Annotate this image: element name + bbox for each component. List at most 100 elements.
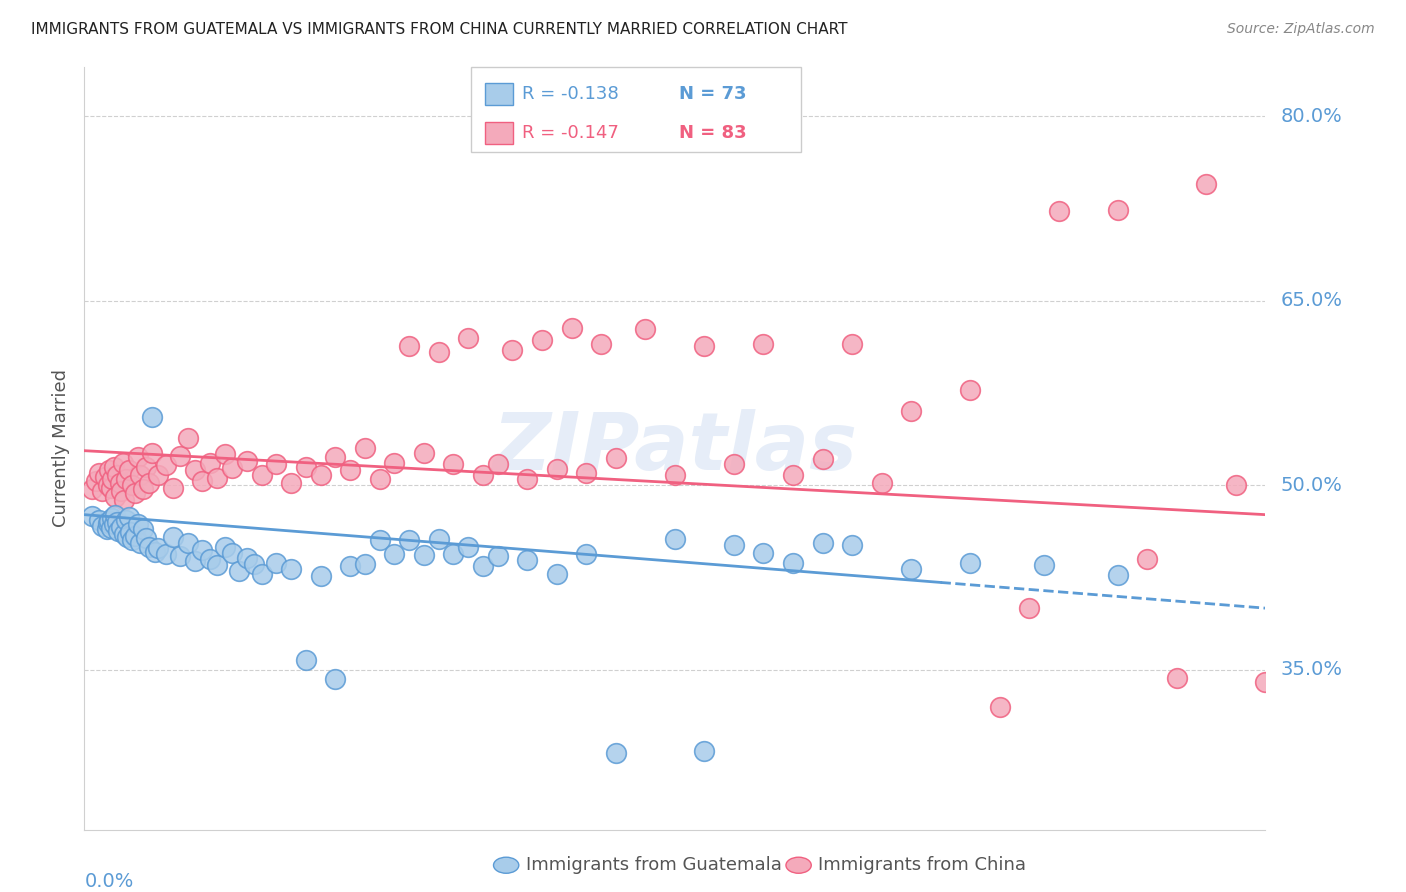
Point (250, 566, 273, 581)
Point (398, 339, 420, 353)
Point (118, 463, 141, 477)
Point (121, 533, 143, 548)
Point (110, 484, 132, 499)
Point (325, 673, 347, 687)
Point (398, 533, 420, 548)
Point (184, 554, 207, 568)
Point (309, 569, 332, 583)
Point (118, 510, 141, 524)
Point (472, 559, 495, 574)
Point (266, 556, 288, 570)
Text: Source: ZipAtlas.com: Source: ZipAtlas.com (1227, 22, 1375, 37)
Point (339, 559, 361, 574)
Point (96, 523, 118, 537)
Point (561, 320, 583, 334)
Point (104, 491, 127, 505)
Text: 0.0%: 0.0% (84, 871, 134, 890)
Point (693, 339, 716, 353)
Point (605, 746, 627, 760)
Point (413, 446, 436, 460)
Text: N = 73: N = 73 (679, 85, 747, 103)
Point (129, 468, 152, 483)
Point (575, 466, 598, 480)
Point (98, 514, 121, 528)
Point (191, 475, 214, 489)
Point (127, 450, 149, 464)
Point (325, 450, 347, 464)
Point (105, 515, 128, 529)
Point (664, 468, 686, 483)
Point (382, 456, 406, 470)
Point (101, 511, 124, 525)
Point (103, 459, 125, 474)
Text: 50.0%: 50.0% (1281, 475, 1343, 495)
Point (752, 546, 775, 560)
Point (243, 557, 266, 571)
Point (443, 547, 465, 561)
Point (177, 431, 200, 445)
Point (1166, 671, 1188, 685)
Text: Immigrants from Guatemala: Immigrants from Guatemala (526, 856, 782, 874)
Point (108, 475, 131, 490)
Point (132, 523, 155, 537)
Point (94, 469, 117, 483)
Point (162, 481, 184, 495)
Text: 35.0%: 35.0% (1281, 660, 1343, 679)
Point (591, 336, 613, 351)
Point (427, 345, 450, 359)
Point (988, 699, 1011, 714)
Point (100, 481, 122, 495)
Point (693, 744, 716, 758)
Point (1033, 558, 1056, 573)
Y-axis label: Currently Married: Currently Married (52, 369, 70, 527)
Point (1254, 675, 1277, 690)
Point (103, 517, 125, 532)
Point (546, 462, 568, 476)
Point (97, 478, 120, 492)
Point (177, 536, 200, 550)
Point (84, 475, 107, 489)
Point (354, 441, 377, 455)
Point (1018, 601, 1040, 615)
Text: Immigrants from China: Immigrants from China (818, 856, 1026, 874)
Point (169, 449, 191, 463)
Point (1225, 478, 1247, 492)
Point (101, 472, 124, 486)
Point (457, 330, 479, 344)
Point (207, 558, 229, 573)
Point (368, 472, 391, 486)
Point (169, 549, 191, 564)
Point (250, 468, 273, 483)
Point (427, 533, 450, 547)
Point (280, 475, 302, 490)
Point (155, 458, 177, 473)
Point (198, 456, 221, 470)
Point (413, 548, 436, 562)
Text: IMMIGRANTS FROM GUATEMALA VS IMMIGRANTS FROM CHINA CURRENTLY MARRIED CORRELATION: IMMIGRANTS FROM GUATEMALA VS IMMIGRANTS … (31, 22, 848, 37)
Point (664, 533, 686, 547)
Point (135, 531, 157, 545)
Point (811, 452, 834, 467)
Point (1107, 202, 1129, 217)
Point (107, 524, 129, 538)
Point (191, 543, 214, 558)
Point (1136, 552, 1159, 566)
Point (516, 472, 538, 486)
Point (105, 468, 128, 483)
Point (138, 540, 160, 554)
Text: 65.0%: 65.0% (1281, 291, 1343, 310)
Point (127, 517, 149, 532)
Point (339, 463, 361, 477)
Point (382, 547, 406, 561)
Point (104, 508, 127, 522)
Point (634, 322, 657, 336)
Point (162, 530, 184, 544)
Point (295, 653, 318, 667)
Point (135, 459, 157, 474)
Point (97, 516, 120, 531)
Point (295, 459, 318, 474)
Point (280, 562, 302, 576)
Point (900, 562, 922, 576)
Point (870, 475, 893, 490)
Point (368, 533, 391, 548)
